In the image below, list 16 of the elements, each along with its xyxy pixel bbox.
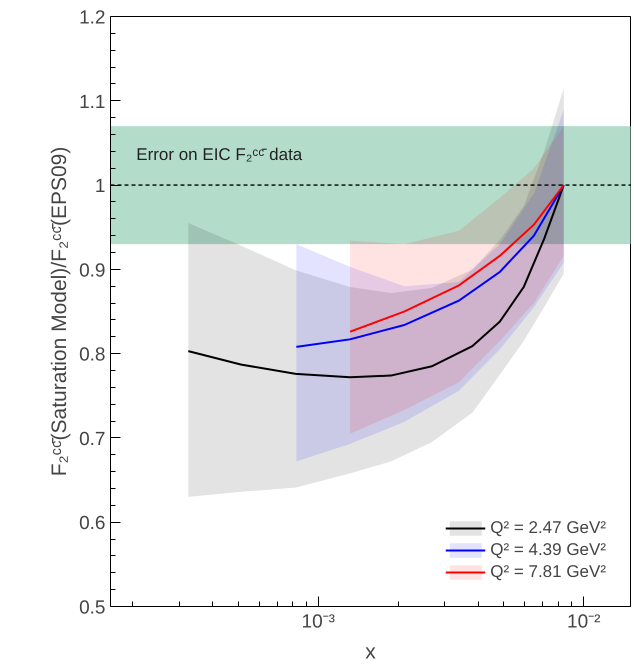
- legend-label: Q² = 2.47 GeV²: [490, 518, 606, 538]
- y-tick-label: 0.5: [79, 598, 106, 618]
- y-tick-label: 1.2: [79, 8, 106, 28]
- y-tick-label: 0.8: [79, 344, 106, 366]
- x-tick-label: 10⁻²: [567, 612, 600, 632]
- x-tick-label: 10⁻³: [302, 612, 335, 632]
- legend-label: Q² = 7.81 GeV²: [490, 562, 606, 582]
- y-tick-label: 0.9: [79, 260, 106, 282]
- x-axis-title: x: [365, 640, 376, 664]
- legend-label: Q² = 4.39 GeV²: [490, 540, 606, 560]
- y-tick-label: 0.6: [79, 513, 106, 534]
- y-tick-label: 1: [94, 176, 106, 198]
- y-tick-label: 0.7: [79, 428, 106, 450]
- y-axis-title: F₂ᶜᶜ̄(Saturation Model)/F₂ᶜᶜ̄(EPS09): [48, 146, 72, 476]
- y-tick-label: 1.1: [79, 92, 106, 113]
- band-label: Error on EIC F₂ᶜᶜ̄ data: [136, 144, 303, 164]
